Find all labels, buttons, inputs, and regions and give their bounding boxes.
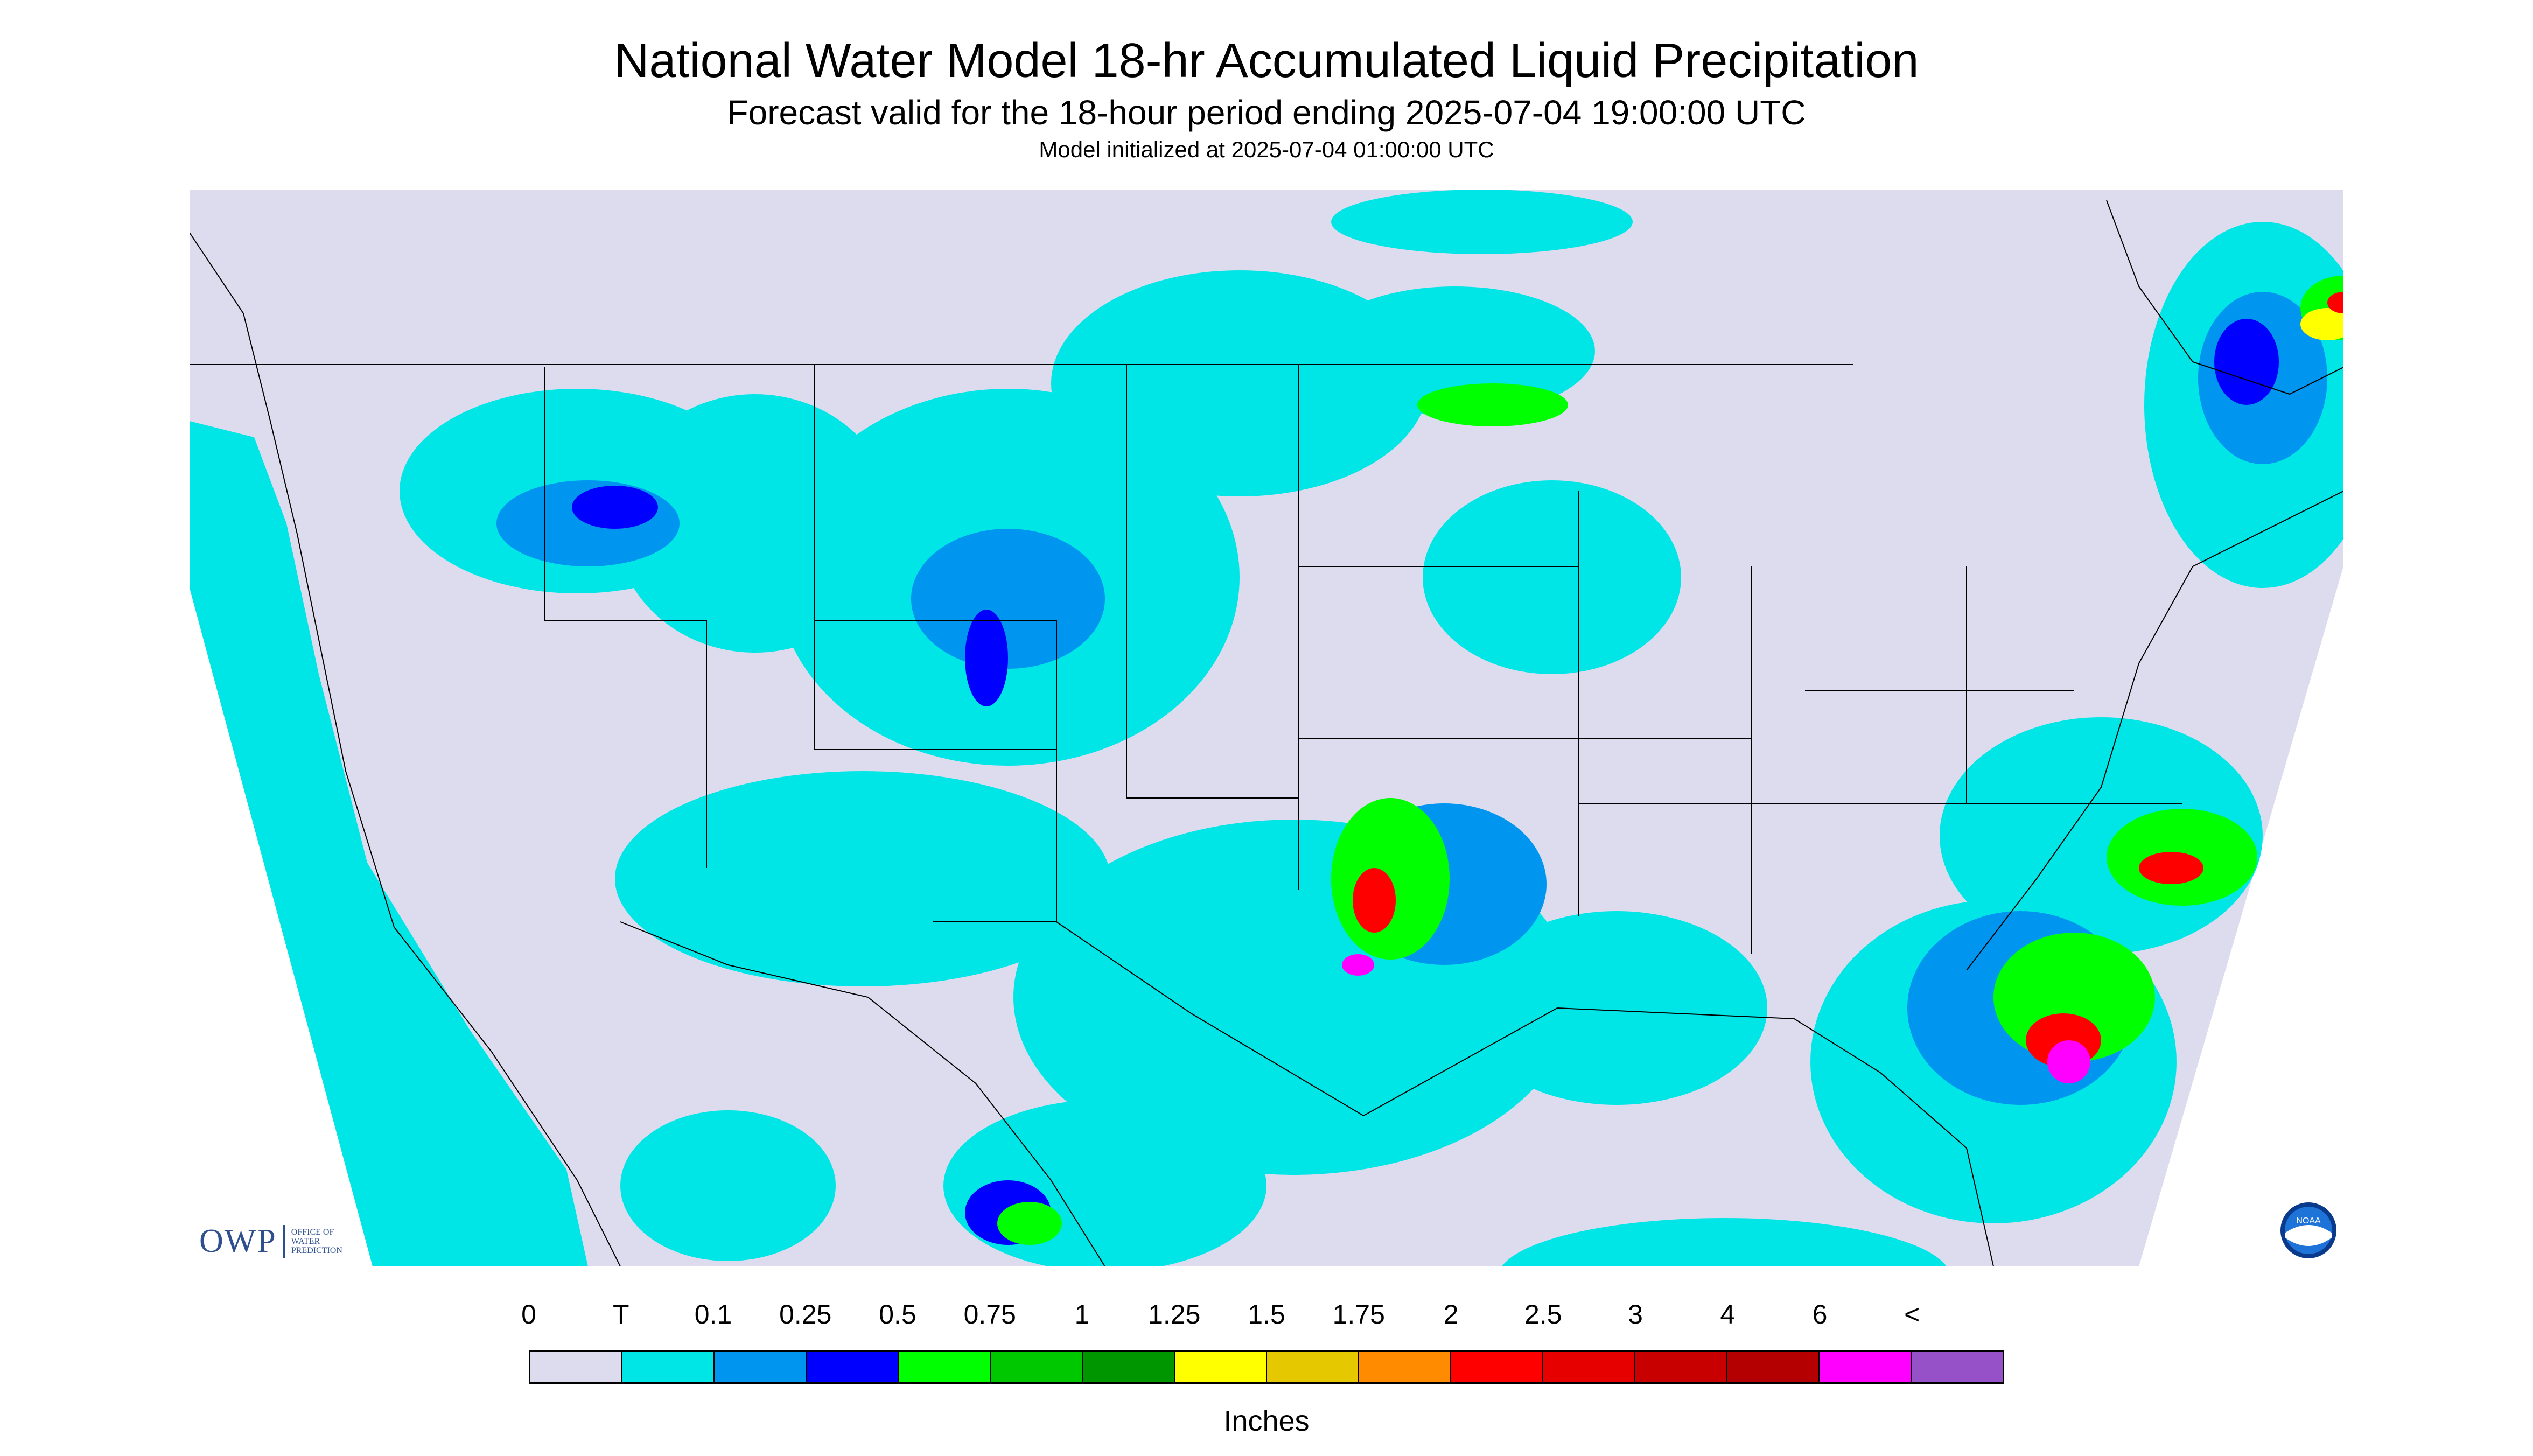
legend-label-0: 0 [521, 1299, 536, 1329]
model-init-text: Model initialized at 2025-07-04 01:00:00… [1039, 137, 1494, 162]
legend-swatch-3 [807, 1352, 899, 1382]
legend-label-7: 1.25 [1148, 1299, 1201, 1329]
legend-label-11: 2.5 [1524, 1299, 1562, 1329]
legend-swatch-6 [1083, 1352, 1175, 1382]
extreme-precip [1342, 954, 2090, 1083]
pacific-band [190, 421, 588, 1266]
legend-label-8: 1.5 [1248, 1299, 1285, 1329]
legend-label-15: < [1904, 1299, 1920, 1329]
legend-swatch-1 [622, 1352, 715, 1382]
legend-swatch-0 [530, 1352, 622, 1382]
legend-label-1: T [612, 1299, 629, 1329]
coastline [190, 200, 2343, 1266]
legend-label-4: 0.5 [879, 1299, 916, 1329]
legend-colorbar [529, 1350, 2004, 1384]
legend-label-10: 2 [1443, 1299, 1459, 1329]
legend-swatch-12 [1635, 1352, 1727, 1382]
legend-label-14: 6 [1812, 1299, 1828, 1329]
owp-logo-divider [283, 1224, 285, 1258]
legend-swatch-2 [715, 1352, 807, 1382]
legend-swatch-7 [1175, 1352, 1267, 1382]
legend-labels: 0 T 0.1 0.25 0.5 0.75 1 1.25 1.5 1.75 2 2.5 3 4 6 < [506, 1299, 2014, 1336]
legend-swatch-14 [1820, 1352, 1912, 1382]
heavy-precip-yellow [2300, 308, 2343, 340]
legend-swatch-9 [1359, 1352, 1451, 1382]
legend-swatch-5 [991, 1352, 1083, 1382]
owp-logo-text: OFFICE OF WATER PREDICTION [291, 1228, 342, 1255]
legend-label-13: 4 [1720, 1299, 1736, 1329]
legend-swatch-10 [1451, 1352, 1543, 1382]
state-boundaries [190, 364, 2182, 1266]
precipitation-map [190, 190, 2343, 1266]
legend-swatch-13 [1727, 1352, 1820, 1382]
legend-swatch-4 [899, 1352, 991, 1382]
nodata-west [190, 190, 373, 1266]
heavy-precip-red [1353, 292, 2343, 1067]
legend-label-12: 3 [1628, 1299, 1643, 1329]
legend-label-6: 1 [1074, 1299, 1090, 1329]
map-subtitle: Forecast valid for the 18-hour period en… [727, 93, 1806, 132]
border-lines [620, 921, 1105, 1266]
legend-units: Inches [1223, 1405, 1310, 1437]
nodata-east [2139, 566, 2343, 1266]
noaa-logo: NOAA [2280, 1202, 2336, 1258]
legend-label-9: 1.75 [1332, 1299, 1385, 1329]
legend-label-5: 0.75 [963, 1299, 1016, 1329]
map-title: National Water Model 18-hr Accumulated L… [614, 34, 1919, 88]
noaa-logo-text: NOAA [2296, 1216, 2321, 1226]
legend-label-2: 0.1 [694, 1299, 732, 1329]
legend-label-3: 0.25 [779, 1299, 832, 1329]
legend-swatch-15 [1912, 1352, 2003, 1382]
owp-logo: OWP OFFICE OF WATER PREDICTION [199, 1222, 342, 1261]
owp-logo-mark: OWP [199, 1223, 277, 1259]
legend-swatch-8 [1267, 1352, 1359, 1382]
legend-swatch-11 [1543, 1352, 1635, 1382]
